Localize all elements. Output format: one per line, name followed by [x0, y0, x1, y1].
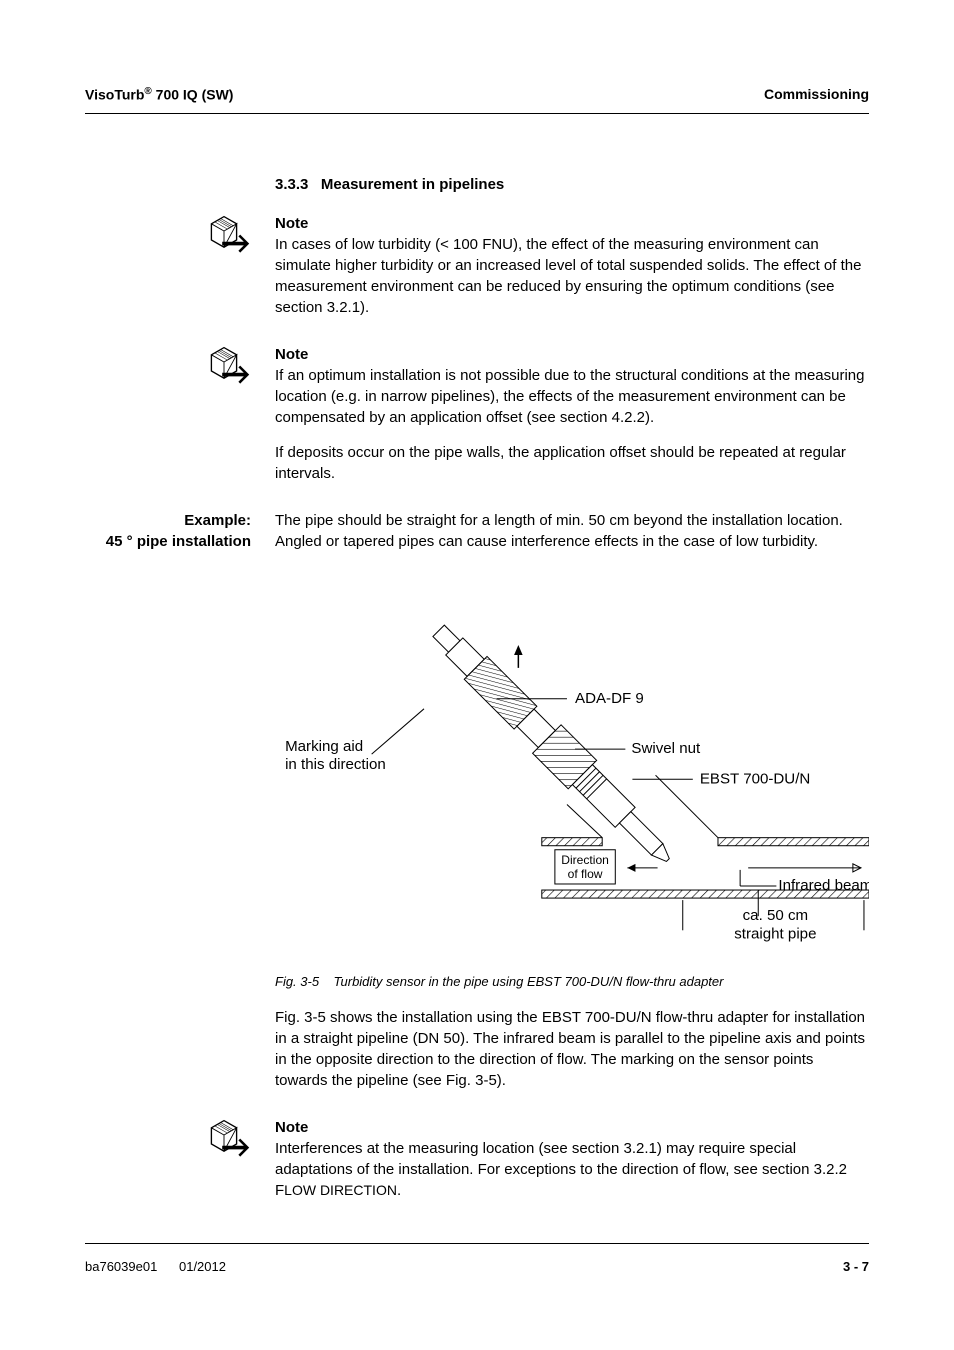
fig-straight-l2: straight pipe [734, 926, 816, 943]
example-line2: 45 ° pipe installation [85, 531, 251, 552]
note-icon [206, 213, 251, 258]
page-container: VisoTurb® 700 IQ (SW) Commissioning 3.3.… [0, 0, 954, 1316]
note2-label: Note [275, 344, 869, 365]
note1-body: Note In cases of low turbidity (< 100 FN… [275, 213, 869, 332]
note3-icon-col [85, 1117, 275, 1215]
note1-icon-col [85, 213, 275, 332]
figure-caption-prefix: Fig. 3-5 [275, 974, 319, 989]
note3-text-smallcaps: LOW DIRECTION [284, 1182, 397, 1198]
figure-container: Marking aid in this direction ADA-DF 9 S… [275, 588, 869, 967]
note3-body: Note Interferences at the measuring loca… [275, 1117, 869, 1215]
note2-row: Note If an optimum installation is not p… [85, 344, 869, 498]
note3-row: Note Interferences at the measuring loca… [85, 1117, 869, 1215]
section-heading-col: 3.3.3 Measurement in pipelines [275, 174, 869, 201]
section-title: Measurement in pipelines [321, 176, 504, 193]
example-text: The pipe should be straight for a length… [275, 510, 869, 552]
note3-text-part2: . [397, 1182, 401, 1199]
note-icon [206, 344, 251, 389]
section-row: 3.3.3 Measurement in pipelines [85, 174, 869, 201]
footer-left: ba76039e01 01/2012 [85, 1258, 226, 1276]
fig-marking-l2: in this direction [285, 756, 386, 773]
section-heading: 3.3.3 Measurement in pipelines [275, 174, 869, 195]
note3-label: Note [275, 1117, 869, 1138]
note-icon [206, 1117, 251, 1162]
figure-row: Marking aid in this direction ADA-DF 9 S… [85, 578, 869, 1105]
footer-date: 01/2012 [179, 1259, 226, 1274]
note2-text: If an optimum installation is not possib… [275, 365, 869, 428]
page-header: VisoTurb® 700 IQ (SW) Commissioning [85, 85, 869, 114]
page-footer: ba76039e01 01/2012 3 - 7 [85, 1243, 869, 1276]
note2-icon-col [85, 344, 275, 498]
fig-direction-l1: Direction [561, 853, 609, 867]
section-number: 3.3.3 [275, 176, 308, 193]
figure-left-spacer [85, 578, 275, 1105]
example-row: Example: 45 ° pipe installation The pipe… [85, 510, 869, 566]
footer-page: 3 - 7 [843, 1258, 869, 1276]
header-product-prefix: VisoTurb [85, 87, 144, 103]
header-right: Commissioning [764, 85, 869, 105]
fig-direction-l2: of flow [568, 867, 603, 881]
figure-caption: Fig. 3-5 Turbidity sensor in the pipe us… [275, 973, 869, 991]
figure-caption-text: Turbidity sensor in the pipe using EBST … [334, 974, 724, 989]
figure-paragraph: Fig. 3-5 shows the installation using th… [275, 1007, 869, 1091]
fig-swivel: Swivel nut [631, 740, 701, 757]
header-reg-mark: ® [144, 86, 151, 97]
figure-diagram: Marking aid in this direction ADA-DF 9 S… [275, 588, 869, 961]
note1-row: Note In cases of low turbidity (< 100 FN… [85, 213, 869, 332]
fig-marking-l1: Marking aid [285, 738, 363, 755]
fig-straight-l1: ca. 50 cm [743, 907, 808, 924]
footer-docid: ba76039e01 [85, 1259, 157, 1274]
note1-text: In cases of low turbidity (< 100 FNU), t… [275, 234, 869, 318]
fig-ebst: EBST 700-DU/N [700, 771, 810, 788]
header-product-suffix: 700 IQ (SW) [152, 87, 234, 103]
fig-infrared: Infrared beam [778, 877, 869, 894]
note2-body: Note If an optimum installation is not p… [275, 344, 869, 498]
note1-label: Note [275, 213, 869, 234]
note3-text: Interferences at the measuring location … [275, 1138, 869, 1201]
section-left-spacer [85, 174, 275, 201]
example-label-col: Example: 45 ° pipe installation [85, 510, 275, 566]
fig-ada: ADA-DF 9 [575, 690, 644, 707]
example-body: The pipe should be straight for a length… [275, 510, 869, 566]
deposits-paragraph: If deposits occur on the pipe walls, the… [275, 442, 869, 484]
header-left: VisoTurb® 700 IQ (SW) [85, 85, 233, 105]
example-line1: Example: [85, 510, 251, 531]
figure-body: Marking aid in this direction ADA-DF 9 S… [275, 578, 869, 1105]
